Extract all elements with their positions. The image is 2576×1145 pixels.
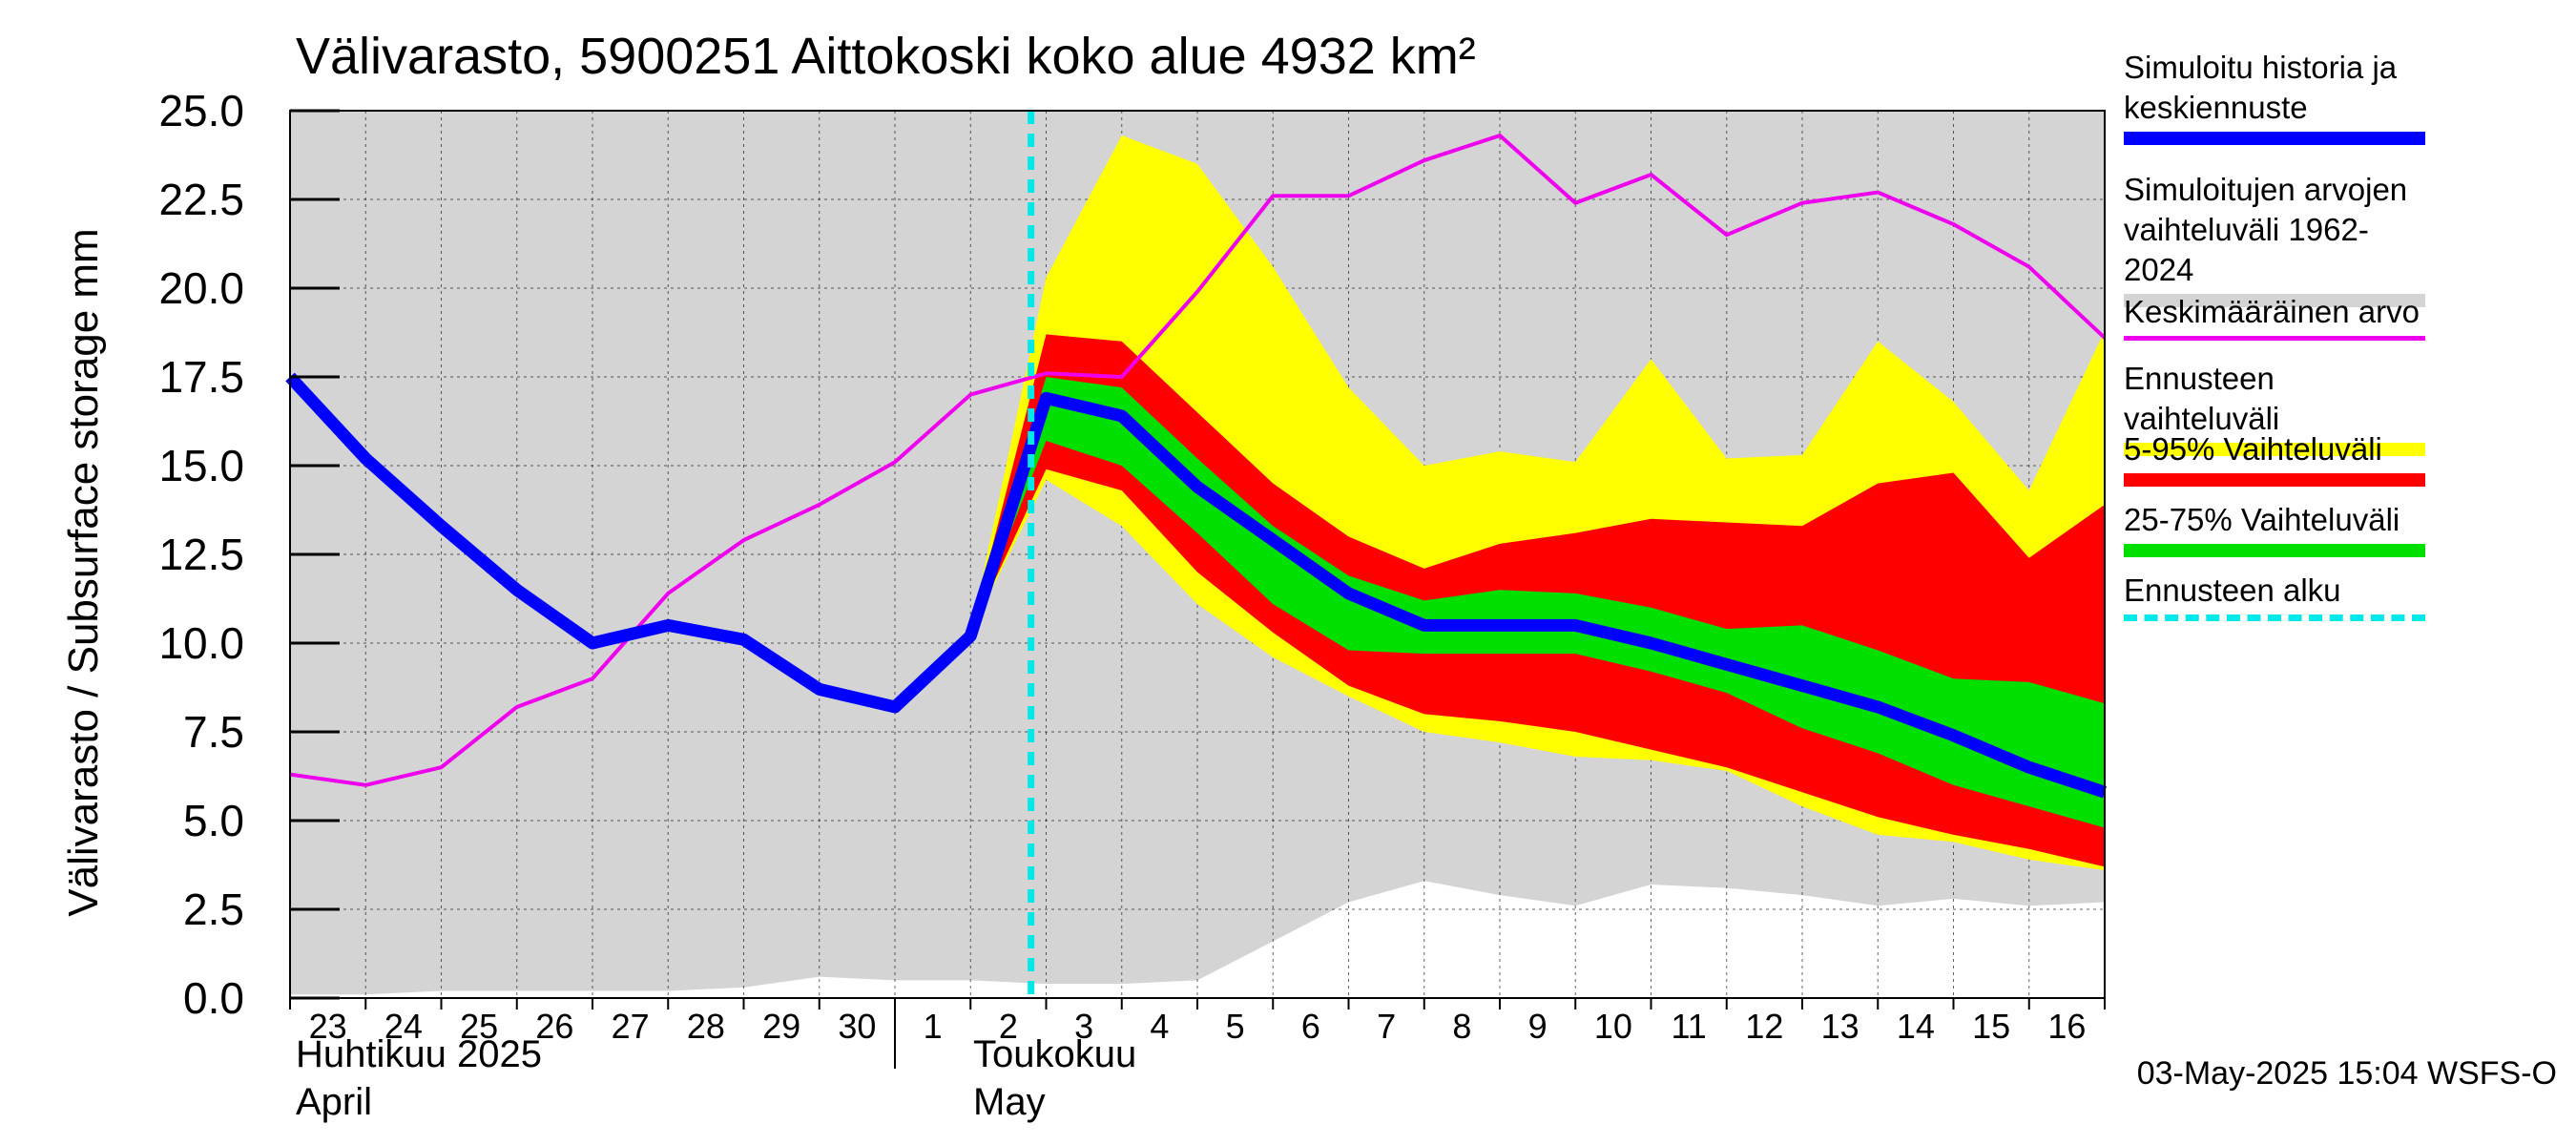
x-tick-label: 4	[1150, 1007, 1169, 1046]
legend-swatch-median	[2124, 132, 2425, 145]
legend-item-median: Simuloitu historia ja keskiennuste	[2124, 48, 2429, 170]
legend-item-mean: Keskimääräinen arvo	[2124, 292, 2429, 359]
x-tick-label: 1	[924, 1007, 943, 1046]
x-tick-label: 26	[535, 1007, 573, 1046]
x-tick-label: 3	[1074, 1007, 1093, 1046]
legend-label: Ennusteen alku	[2124, 572, 2341, 608]
month-label-may-fi: Toukokuu	[973, 1033, 1137, 1075]
median-line	[285, 372, 2108, 799]
legend-item-forecast-range: Ennusteen vaihteluväli	[2124, 359, 2429, 456]
legend-item-p25-75: 25-75% Vaihteluväli	[2124, 500, 2429, 571]
y-tick-label: 22.5	[158, 175, 244, 224]
legend-label: 25-75% Vaihteluväli	[2124, 502, 2400, 537]
legend-swatch-forecast-start	[2124, 614, 2425, 621]
footer-timestamp: 03-May-2025 15:04 WSFS-O	[2136, 1055, 2557, 1092]
legend-item-forecast-start: Ennusteen alku	[2124, 571, 2429, 641]
x-tick-label: 13	[1821, 1007, 1859, 1046]
legend-swatch-p5-95	[2124, 473, 2425, 487]
legend-label: 5-95% Vaihteluväli	[2124, 431, 2382, 467]
x-tick-label: 27	[612, 1007, 650, 1046]
x-tick-label: 6	[1301, 1007, 1320, 1046]
y-tick-label: 0.0	[183, 973, 244, 1023]
y-tick-label: 20.0	[158, 263, 244, 313]
legend-swatch-mean	[2124, 336, 2425, 341]
x-tick-label: 16	[2047, 1007, 2086, 1046]
x-tick-label: 10	[1594, 1007, 1632, 1046]
legend: Simuloitu historia ja keskiennuste Simul…	[2124, 48, 2429, 641]
x-tick-label: 28	[687, 1007, 725, 1046]
month-label-april: Huhtikuu 2025 April	[296, 1030, 542, 1126]
x-tick-label: 25	[460, 1007, 498, 1046]
legend-item-history-range: Simuloitujen arvojen vaihteluväli 1962-2…	[2124, 170, 2429, 307]
legend-label: Simuloitu historia ja keskiennuste	[2124, 50, 2398, 125]
mean-line	[289, 134, 2107, 787]
y-axis-label: Välivarasto / Subsurface storage mm	[60, 228, 107, 917]
legend-item-p5-95: 5-95% Vaihteluväli	[2124, 429, 2429, 500]
x-tick-label: 2	[999, 1007, 1018, 1046]
x-tick-label: 24	[384, 1007, 423, 1046]
y-tick-label: 10.0	[158, 618, 244, 668]
month-label-may-en: May	[973, 1081, 1046, 1123]
x-tick-label: 15	[1972, 1007, 2010, 1046]
chart-title: Välivarasto, 5900251 Aittokoski koko alu…	[296, 28, 1476, 85]
y-tick-label: 15.0	[158, 441, 244, 490]
x-tick-label: 29	[762, 1007, 800, 1046]
x-tick-label: 14	[1897, 1007, 1935, 1046]
y-tick-label: 2.5	[183, 885, 244, 934]
y-tick-label: 7.5	[183, 707, 244, 757]
x-tick-label: 30	[838, 1007, 876, 1046]
y-tick-label: 12.5	[158, 530, 244, 579]
month-label-april-en: April	[296, 1081, 373, 1123]
x-tick-label: 7	[1377, 1007, 1396, 1046]
x-tick-label: 8	[1452, 1007, 1471, 1046]
x-tick-label: 5	[1226, 1007, 1245, 1046]
x-tick-label: 12	[1745, 1007, 1783, 1046]
legend-swatch-p25-75	[2124, 544, 2425, 557]
y-tick-label: 5.0	[183, 796, 244, 845]
x-tick-label: 9	[1528, 1007, 1548, 1046]
legend-label: Simuloitujen arvojen vaihteluväli 1962-2…	[2124, 172, 2408, 287]
x-tick-label: 23	[309, 1007, 347, 1046]
legend-swatch-forecast-range	[2124, 443, 2425, 456]
x-tick-label: 11	[1671, 1007, 1706, 1046]
legend-swatch-history-range	[2124, 294, 2425, 307]
y-tick-label: 25.0	[158, 86, 244, 135]
month-label-may: Toukokuu May	[973, 1030, 1136, 1126]
legend-label: Keskimääräinen arvo	[2124, 294, 2420, 329]
month-label-april-fi: Huhtikuu 2025	[296, 1033, 542, 1075]
legend-label: Ennusteen vaihteluväli	[2124, 361, 2280, 436]
y-tick-label: 17.5	[158, 352, 244, 402]
p25-75-band	[970, 377, 2105, 828]
